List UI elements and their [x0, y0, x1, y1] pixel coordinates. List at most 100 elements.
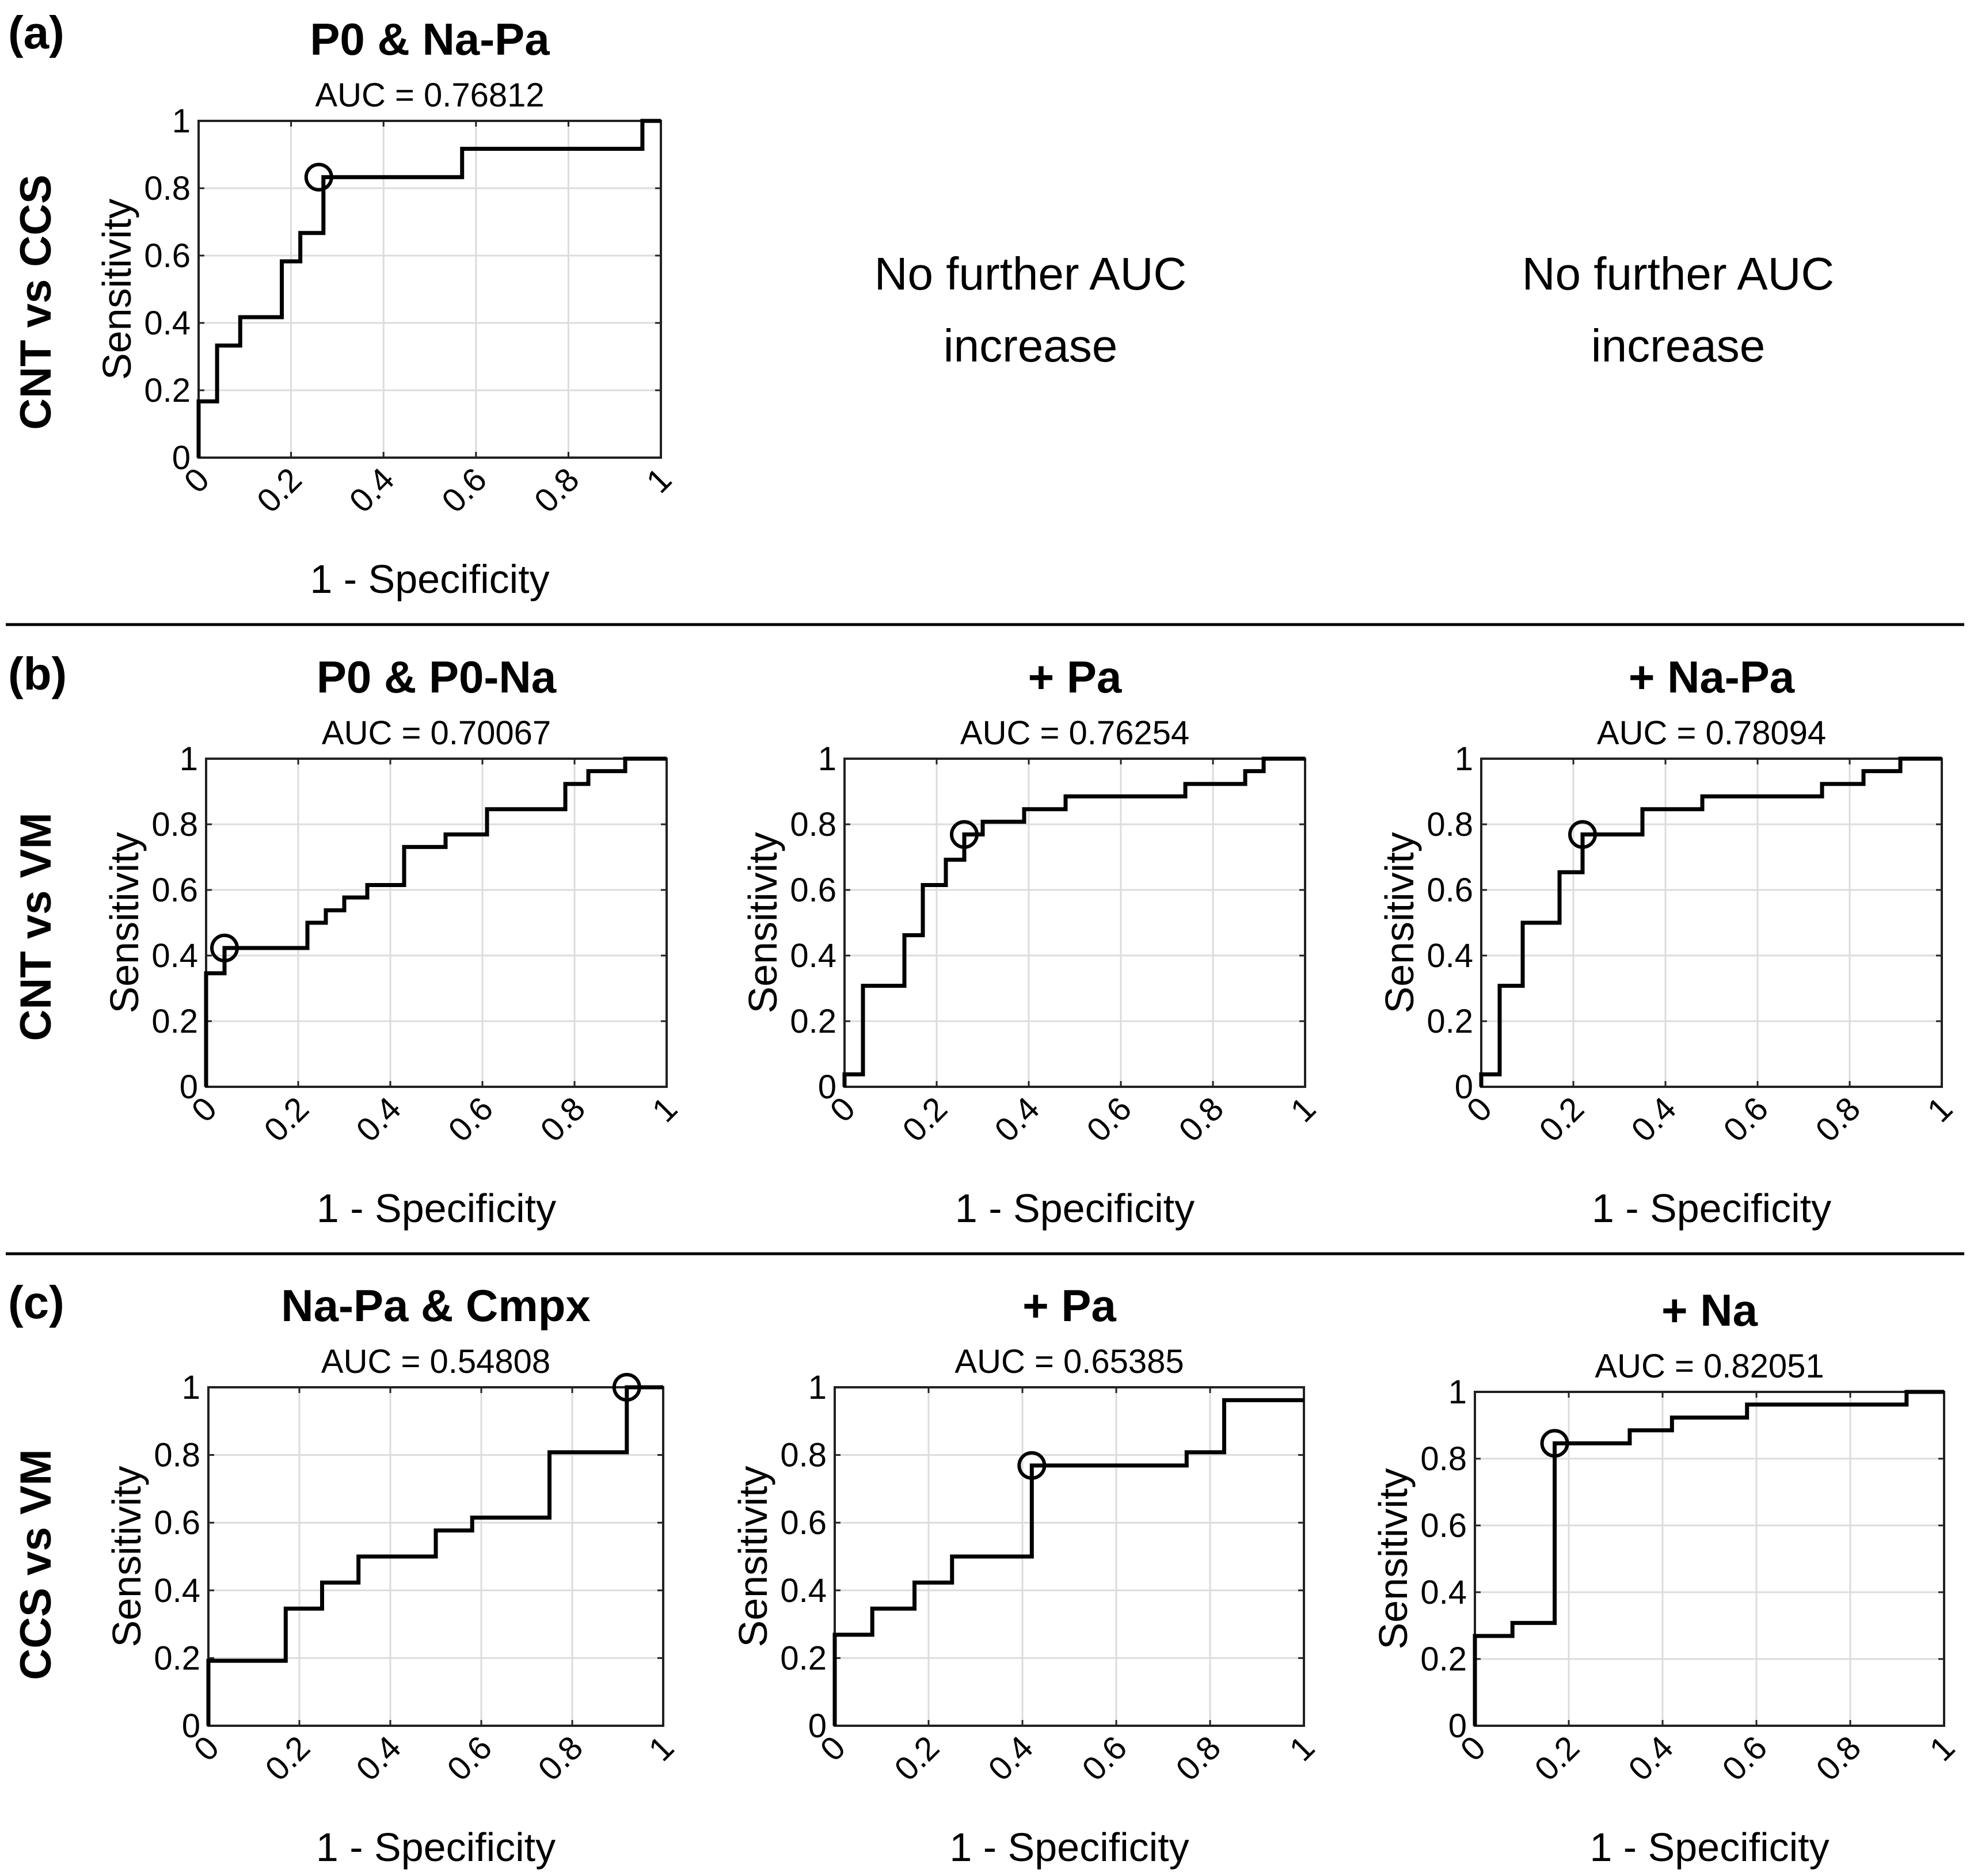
y-tick-label: 0 [172, 439, 191, 477]
x-tick-label: 0.8 [1172, 1090, 1231, 1149]
x-tick-label: 0.8 [1809, 1729, 1868, 1788]
x-tick-label: 0.4 [342, 461, 401, 520]
note-no-further-auc-2-line1: No further AUC [1522, 248, 1834, 299]
y-axis-label: Sensitivity [731, 1466, 775, 1647]
x-tick-label: 0.4 [1624, 1090, 1683, 1149]
x-tick-label: 0.6 [1716, 1090, 1775, 1149]
x-tick-label: 0.4 [981, 1729, 1040, 1788]
roc-chart-4: 0 0.2 0.4 0.6 0.8 100.20.40.60.811 - Specific… [1377, 652, 1960, 1231]
roc-curve [1479, 756, 1942, 1087]
row-label-ccs-vs-vm: CCS vs VM [12, 1449, 60, 1680]
charts-layer: 0 0.2 0.4 0.6 0.8 1 0 0.2 0.4 0.6 0.8 1 1 - Specific… [94, 14, 1962, 1870]
roc-curve [832, 1398, 1304, 1726]
auc-subtitle: AUC = 0.65385 [954, 1343, 1184, 1380]
roc-chart-3: 0 0.2 0.4 0.6 0.8 100.20.40.60.811 - Specific… [740, 652, 1323, 1231]
x-tick-label: 1 [639, 461, 679, 500]
roc-curve [842, 756, 1305, 1087]
y-tick-label: 0.4 [790, 937, 836, 975]
chart-title: P0 & Na-Pa [310, 14, 550, 64]
y-tick-label: 0 [818, 1068, 836, 1106]
axes-box [1474, 1391, 1945, 1727]
x-tick-label: 0.6 [1079, 1090, 1139, 1149]
row-label-cnt-vs-vm: CNT vs VM [12, 813, 60, 1041]
row-label-cnt-vs-ccs: CNT vs CCS [12, 174, 60, 429]
y-tick-label: 0.8 [154, 1437, 200, 1474]
x-tick-label: 1 [1283, 1090, 1323, 1129]
x-tick-label: 0.4 [349, 1729, 408, 1788]
y-tick-label: 0.4 [1420, 1574, 1467, 1611]
y-tick-label: 0.2 [154, 1639, 200, 1677]
y-tick-label: 0.6 [1420, 1507, 1467, 1544]
axes-box [205, 758, 668, 1088]
x-tick-label: 0.8 [533, 1090, 592, 1149]
y-axis-label: Sensitivity [104, 1466, 149, 1647]
optimal-point-marker [1017, 1451, 1047, 1480]
x-tick-label: 0.6 [1715, 1729, 1774, 1788]
y-tick-label: 0.6 [790, 872, 836, 909]
note-no-further-auc-1-line2: increase [944, 320, 1117, 371]
y-tick-label: 0.8 [151, 806, 198, 843]
x-tick-label: 0.2 [258, 1729, 317, 1788]
x-tick-label: 0.4 [1621, 1729, 1680, 1788]
roc-chart-1: 0 0.2 0.4 0.6 0.8 100.20.40.60.811 - Specific… [94, 14, 679, 602]
x-tick-label: 0.2 [895, 1090, 954, 1149]
y-tick-label: 0.2 [1420, 1641, 1467, 1678]
optimal-point-marker [1568, 820, 1597, 849]
x-tick-label: 1 [1922, 1729, 1962, 1768]
chart-title: + Pa [1028, 652, 1122, 702]
x-tick-label: 0.8 [531, 1729, 590, 1788]
y-tick-label: 0.6 [780, 1504, 827, 1542]
roc-chart-6: 0 0.2 0.4 0.6 0.8 100.20.40.60.811 - Specific… [731, 1280, 1322, 1870]
x-tick-label: 0.6 [435, 461, 494, 520]
x-tick-label: 0.2 [257, 1090, 316, 1149]
auc-subtitle: AUC = 0.70067 [322, 714, 551, 752]
y-tick-label: 0.8 [1420, 1440, 1467, 1478]
y-tick-label: 1 [182, 1369, 200, 1406]
auc-subtitle: AUC = 0.54808 [321, 1343, 550, 1380]
y-tick-label: 0.2 [1427, 1003, 1473, 1040]
x-axis-label: 1 - Specificity [316, 1825, 556, 1870]
x-axis-label: 1 - Specificity [1592, 1186, 1831, 1231]
axes-box [834, 1386, 1305, 1727]
axes-box [1480, 758, 1943, 1088]
y-tick-label: 0.2 [790, 1003, 836, 1040]
y-axis-label: Sensitivity [94, 199, 139, 380]
y-tick-label: 1 [172, 102, 191, 140]
x-tick-label: 0.6 [441, 1090, 500, 1149]
x-tick-label: 0.8 [1169, 1729, 1228, 1788]
x-tick-label: 0.6 [1075, 1729, 1134, 1788]
y-tick-label: 0 [1448, 1707, 1467, 1745]
roc-chart-2: 0 0.2 0.4 0.6 0.8 100.20.40.60.811 - Specific… [102, 652, 684, 1231]
optimal-point-marker [304, 162, 333, 192]
y-axis-label: Sensitivity [740, 832, 785, 1013]
roc-curve [206, 1385, 663, 1726]
y-tick-label: 0.4 [154, 1572, 200, 1609]
x-tick-label: 0.4 [987, 1090, 1047, 1149]
roc-chart-5: 0 0.2 0.4 0.6 0.8 100.20.40.60.811 - Specific… [104, 1280, 681, 1870]
y-tick-label: 0 [1455, 1068, 1473, 1106]
x-tick-label: 0.2 [1532, 1090, 1591, 1149]
note-no-further-auc-1-line1: No further AUC [874, 248, 1186, 299]
y-tick-label: 1 [1448, 1373, 1467, 1411]
y-tick-label: 0.8 [780, 1437, 827, 1474]
y-axis-label: Sensitivity [1377, 832, 1422, 1013]
roc-curve [196, 119, 661, 458]
y-tick-label: 1 [180, 740, 198, 778]
roc-curve [204, 756, 667, 1087]
y-tick-label: 0.4 [151, 937, 198, 975]
auc-subtitle: AUC = 0.76812 [315, 77, 544, 114]
y-tick-label: 0.4 [1427, 937, 1473, 975]
y-axis-label: Sensitivity [1371, 1468, 1416, 1649]
x-tick-label: 0.6 [440, 1729, 499, 1788]
y-tick-label: 0.4 [144, 305, 191, 342]
optimal-point-marker [1540, 1429, 1569, 1458]
y-tick-label: 0.6 [144, 237, 191, 275]
y-tick-label: 0 [808, 1707, 827, 1745]
axes-box [197, 120, 662, 459]
y-tick-label: 0.6 [1427, 872, 1473, 909]
x-tick-label: 0.2 [887, 1729, 946, 1788]
axes-box [207, 1386, 664, 1727]
optimal-point-marker [950, 820, 979, 849]
x-axis-label: 1 - Specificity [317, 1186, 556, 1231]
